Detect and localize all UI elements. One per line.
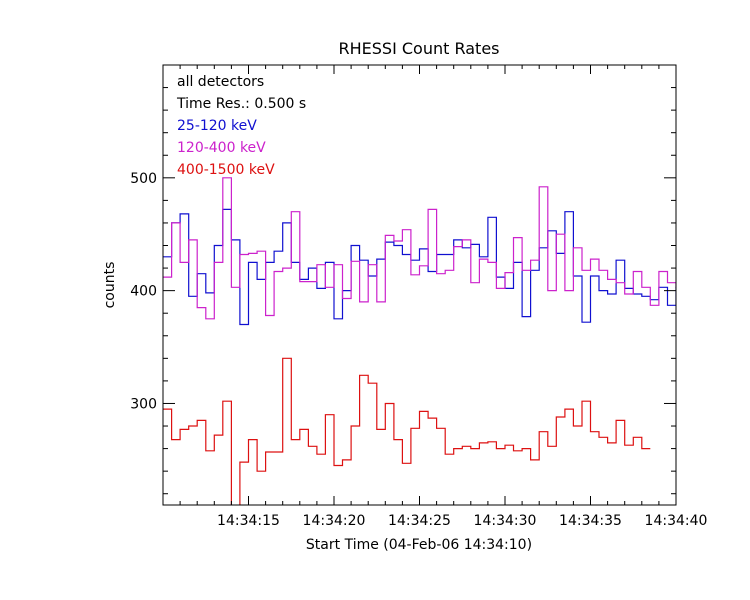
legend-entry-0: 25-120 keV xyxy=(177,118,257,134)
series-line-2 xyxy=(163,357,651,505)
legend: all detectors Time Res.: 0.500 s 25-120 ke… xyxy=(176,74,306,178)
x-tick-label: 14:34:25 xyxy=(388,513,451,529)
x-tick-label: 14:34:15 xyxy=(217,513,280,529)
legend-entry-1: 120-400 keV xyxy=(177,140,266,156)
tick-layer: 14:34:15 14:34:20 14:34:25 14:34:30 14:34:35… xyxy=(130,65,707,529)
chart-title: RHESSI Count Rates xyxy=(339,39,500,58)
y-tick-label: 500 xyxy=(130,171,157,187)
series-layer xyxy=(163,177,676,505)
y-axis-label: counts xyxy=(102,262,118,309)
x-tick-label: 14:34:40 xyxy=(645,513,708,529)
y-tick-label: 400 xyxy=(130,284,157,300)
x-tick-label: 14:34:20 xyxy=(303,513,366,529)
x-tick-label: 14:34:35 xyxy=(559,513,622,529)
annotation-text: all detectors xyxy=(177,74,264,90)
y-tick-label: 300 xyxy=(130,396,157,412)
x-axis-label: Start Time (04-Feb-06 14:34:10) xyxy=(306,537,532,553)
series-line-1 xyxy=(163,177,676,320)
legend-entry-2: 400-1500 keV xyxy=(177,162,275,178)
annotation-text: Time Res.: 0.500 s xyxy=(176,96,306,112)
x-tick-label: 14:34:30 xyxy=(474,513,537,529)
